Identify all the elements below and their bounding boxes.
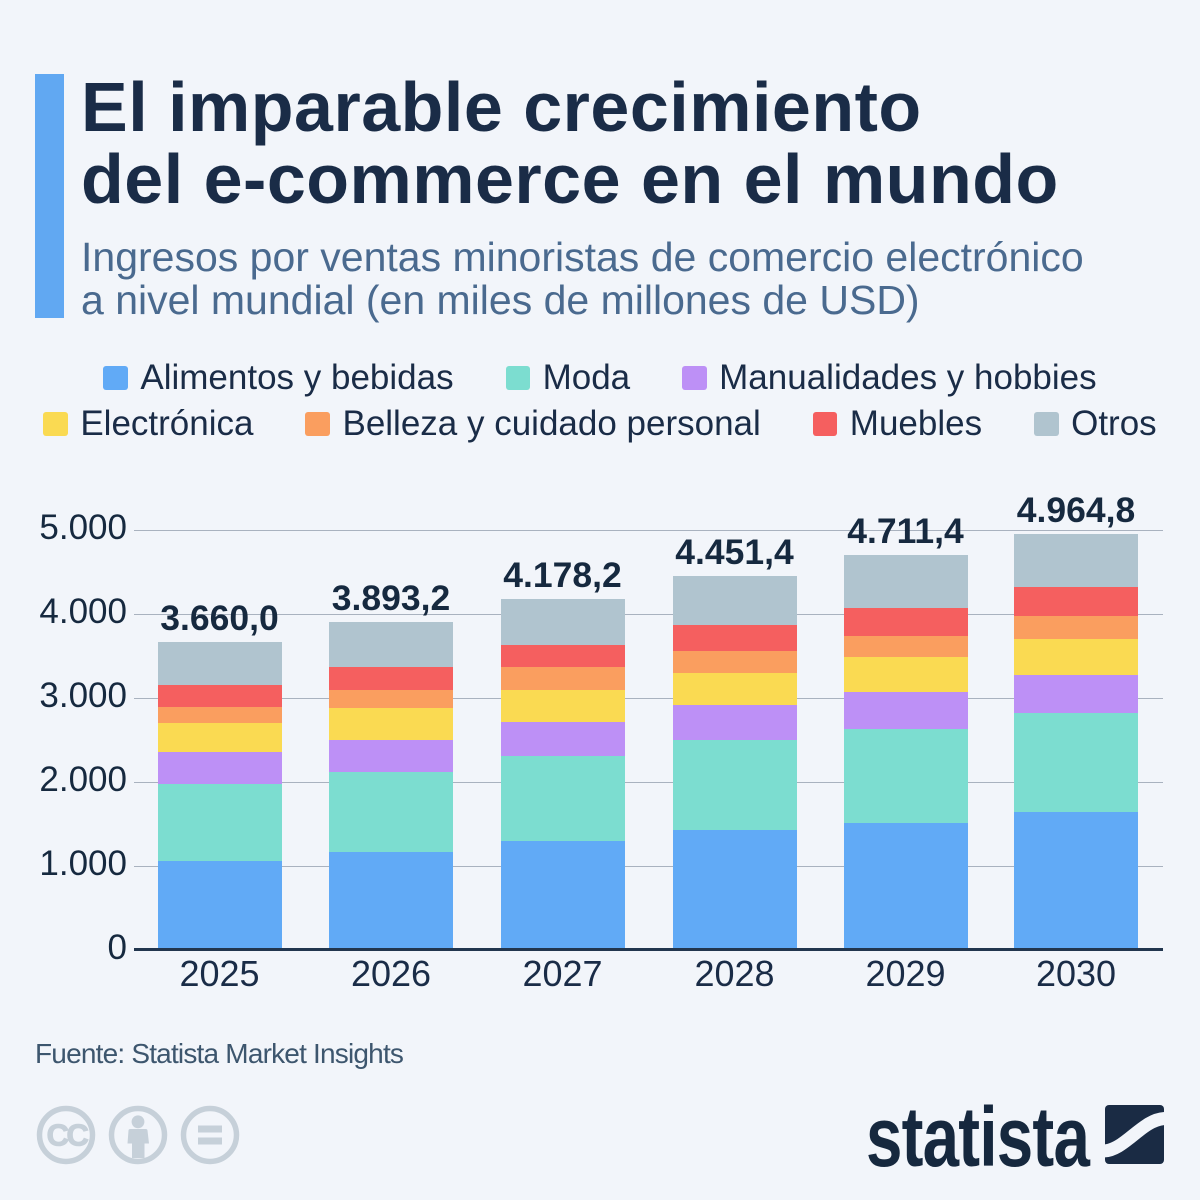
svg-text:CC: CC	[47, 1118, 89, 1153]
